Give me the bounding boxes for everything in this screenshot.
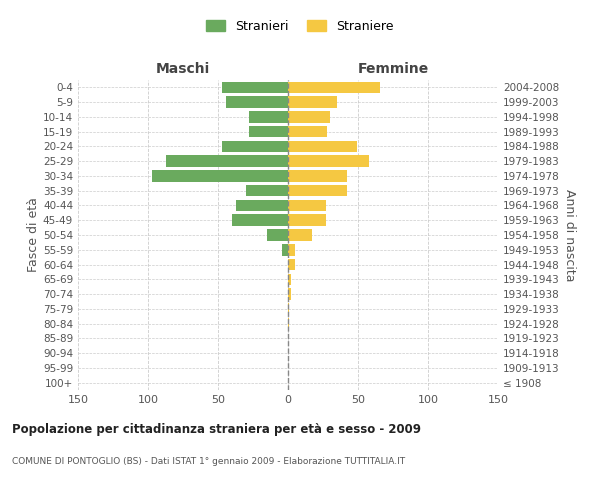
Bar: [288, 170, 347, 181]
Text: Maschi: Maschi: [156, 62, 210, 76]
Bar: [288, 140, 356, 152]
Y-axis label: Anni di nascita: Anni di nascita: [563, 188, 576, 281]
Text: COMUNE DI PONTOGLIO (BS) - Dati ISTAT 1° gennaio 2009 - Elaborazione TUTTITALIA.: COMUNE DI PONTOGLIO (BS) - Dati ISTAT 1°…: [12, 458, 405, 466]
Bar: [222, 140, 288, 152]
Text: Popolazione per cittadinanza straniera per età e sesso - 2009: Popolazione per cittadinanza straniera p…: [12, 422, 421, 436]
Bar: [288, 214, 326, 226]
Bar: [166, 156, 288, 167]
Legend: Stranieri, Straniere: Stranieri, Straniere: [203, 16, 397, 37]
Bar: [288, 318, 289, 330]
Bar: [288, 229, 312, 241]
Bar: [288, 156, 369, 167]
Bar: [288, 274, 291, 285]
Bar: [288, 82, 380, 93]
Bar: [288, 111, 330, 122]
Bar: [246, 185, 288, 196]
Text: Femmine: Femmine: [358, 62, 428, 76]
Bar: [236, 200, 288, 211]
Bar: [288, 96, 337, 108]
Bar: [249, 111, 288, 122]
Bar: [288, 126, 327, 138]
Bar: [288, 244, 295, 256]
Y-axis label: Fasce di età: Fasce di età: [27, 198, 40, 272]
Bar: [283, 244, 288, 256]
Bar: [249, 126, 288, 138]
Bar: [152, 170, 288, 181]
Bar: [288, 200, 326, 211]
Bar: [288, 288, 291, 300]
Bar: [288, 185, 347, 196]
Bar: [226, 96, 288, 108]
Bar: [267, 229, 288, 241]
Bar: [288, 259, 295, 270]
Bar: [222, 82, 288, 93]
Bar: [288, 303, 289, 314]
Bar: [232, 214, 288, 226]
